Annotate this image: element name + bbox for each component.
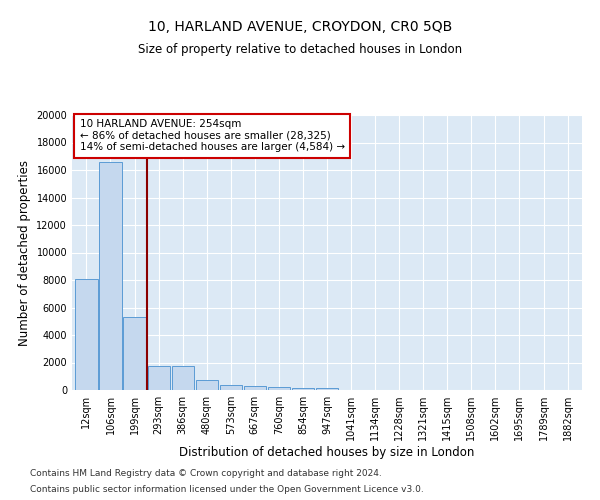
Bar	[220, 385, 242, 390]
Text: Size of property relative to detached houses in London: Size of property relative to detached ho…	[138, 42, 462, 56]
Bar	[172, 366, 194, 390]
Text: Contains public sector information licensed under the Open Government Licence v3: Contains public sector information licen…	[30, 485, 424, 494]
Bar	[124, 317, 146, 390]
Bar	[316, 388, 338, 390]
Text: 10 HARLAND AVENUE: 254sqm
← 86% of detached houses are smaller (28,325)
14% of s: 10 HARLAND AVENUE: 254sqm ← 86% of detac…	[80, 119, 345, 152]
Bar	[268, 387, 290, 390]
Text: 10, HARLAND AVENUE, CROYDON, CR0 5QB: 10, HARLAND AVENUE, CROYDON, CR0 5QB	[148, 20, 452, 34]
X-axis label: Distribution of detached houses by size in London: Distribution of detached houses by size …	[179, 446, 475, 459]
Y-axis label: Number of detached properties: Number of detached properties	[18, 160, 31, 346]
Bar	[292, 388, 314, 390]
Bar	[244, 386, 266, 390]
Bar	[76, 278, 98, 390]
Bar	[100, 162, 122, 390]
Bar	[196, 380, 218, 390]
Text: Contains HM Land Registry data © Crown copyright and database right 2024.: Contains HM Land Registry data © Crown c…	[30, 468, 382, 477]
Bar	[148, 366, 170, 390]
